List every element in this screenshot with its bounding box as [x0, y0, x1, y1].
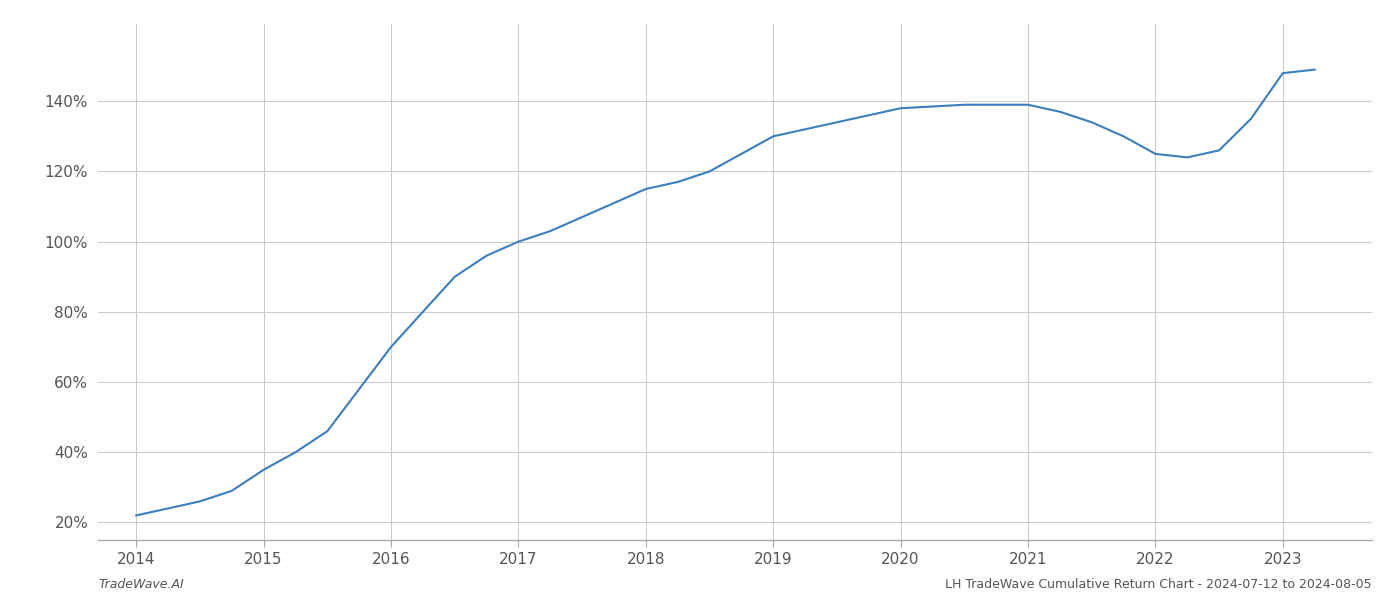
Text: TradeWave.AI: TradeWave.AI	[98, 578, 183, 591]
Text: LH TradeWave Cumulative Return Chart - 2024-07-12 to 2024-08-05: LH TradeWave Cumulative Return Chart - 2…	[945, 578, 1372, 591]
